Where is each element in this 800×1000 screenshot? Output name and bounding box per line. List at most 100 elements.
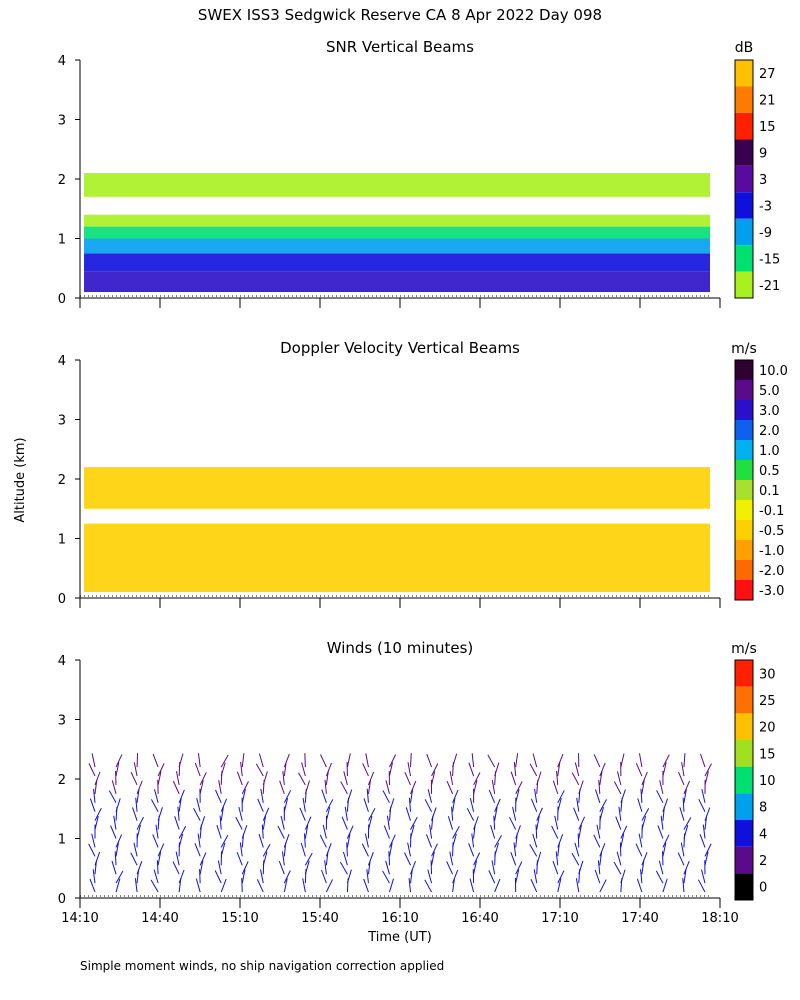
wind-barb [473,852,481,866]
doppler-colorbar: 10.0 5.0 3.0 2.0 1.0 0.5 0.1 -0.1 -0.5 -1.0 -2.0 -3… [734,359,788,601]
wind-barb [262,851,268,866]
wind-barb [178,789,185,803]
snr-layer [84,238,710,254]
wind-barb [452,833,457,848]
wind-barb [219,815,222,830]
colorbar-label: 2 [759,854,767,869]
snr-title: SNR Vertical Beams [326,38,474,56]
wind-barb [324,779,327,794]
wind-barb [366,869,369,884]
wind-barb [704,843,712,857]
wind-barb [425,834,433,848]
wind-barb [94,807,102,821]
wind-barb [153,869,159,884]
wind-barb [701,869,706,884]
colorbar-swatch [735,440,753,460]
wind-barb [341,816,348,830]
wind-barb [536,851,542,866]
wind-barb [662,798,669,812]
wind-barb [153,789,159,803]
wind-barb [576,797,580,812]
wind-barb [199,816,206,830]
wind-barb [346,833,351,848]
wind-barb [599,843,606,857]
wind-barb [551,825,559,839]
wind-barb [599,799,607,812]
wind-barb [386,815,390,830]
colorbar-label: 5.0 [759,384,780,399]
wind-barb [135,797,138,812]
y-tick-label: 3 [58,114,66,129]
wind-barb [452,797,456,812]
wind-barb [298,772,306,786]
colorbar-swatch [735,420,753,440]
wind-barb [410,753,412,768]
colorbar-swatch [735,793,753,820]
colorbar-swatch [735,686,753,714]
wind-barb [367,851,374,866]
y-tick-label: 2 [58,173,66,188]
wind-barb [91,753,96,768]
wind-barb [530,798,538,812]
wind-barb [408,878,412,893]
wind-barb [682,797,685,812]
colorbar-label: -9 [759,226,772,241]
wind-barb [578,824,582,839]
wind-barb [324,860,327,875]
colorbar-swatch [735,560,753,580]
doppler-heatmap [84,467,710,593]
colorbar-label: 3.0 [759,404,780,419]
wind-barb [613,861,622,875]
wind-barb [260,788,264,803]
wind-barb [449,771,454,786]
wind-barb [515,789,520,803]
wind-barb [136,788,140,803]
wind-barb [469,878,475,893]
wind-barb [342,851,348,866]
wind-barb [156,860,159,875]
doppler-title: Doppler Velocity Vertical Beams [280,339,520,357]
wind-barb [494,842,499,857]
wind-barb [178,797,182,812]
wind-barb [427,789,433,803]
snr-panel: SNR Vertical Beams 0 1 2 3 4 27 21 15 9 3 -3 -9 -15… [58,38,780,308]
colorbar-label: 10 [759,774,776,789]
wind-barb [241,869,246,884]
colorbar-swatch [735,500,753,520]
wind-barb [217,860,222,875]
x-tick-label: 15:40 [301,911,338,926]
wind-barb [325,806,331,821]
wind-barb [446,861,454,875]
wind-barb [468,762,475,777]
wind-barb [471,753,475,768]
wind-barb [487,754,496,768]
wind-barb [490,824,496,839]
colorbar-label: 0 [759,881,767,896]
colorbar-label: 20 [759,721,776,736]
wind-barb [656,790,664,804]
wind-barb [382,870,390,884]
wind-barb [362,763,369,777]
wind-barb [427,869,433,884]
wind-barb [574,762,580,777]
y-tick-label: 4 [58,654,66,669]
wind-barb [451,806,454,821]
colorbar-swatch [735,766,753,794]
snr-colorbar-unit: dB [735,40,754,56]
wind-barb [321,789,327,803]
wind-barb [130,772,138,786]
colorbar-label: -3.0 [759,584,784,599]
wind-barb [635,843,643,857]
wind-barb [346,869,352,884]
wind-barb [515,861,523,875]
wind-barb [325,771,329,786]
wind-barb [363,798,369,812]
y-tick-label: 1 [58,533,66,548]
wind-barb [199,869,201,884]
wind-barb [130,852,138,866]
wind-barb [115,878,121,893]
wind-barb [194,762,201,777]
wind-barb [573,807,580,821]
wind-barb [512,806,517,821]
